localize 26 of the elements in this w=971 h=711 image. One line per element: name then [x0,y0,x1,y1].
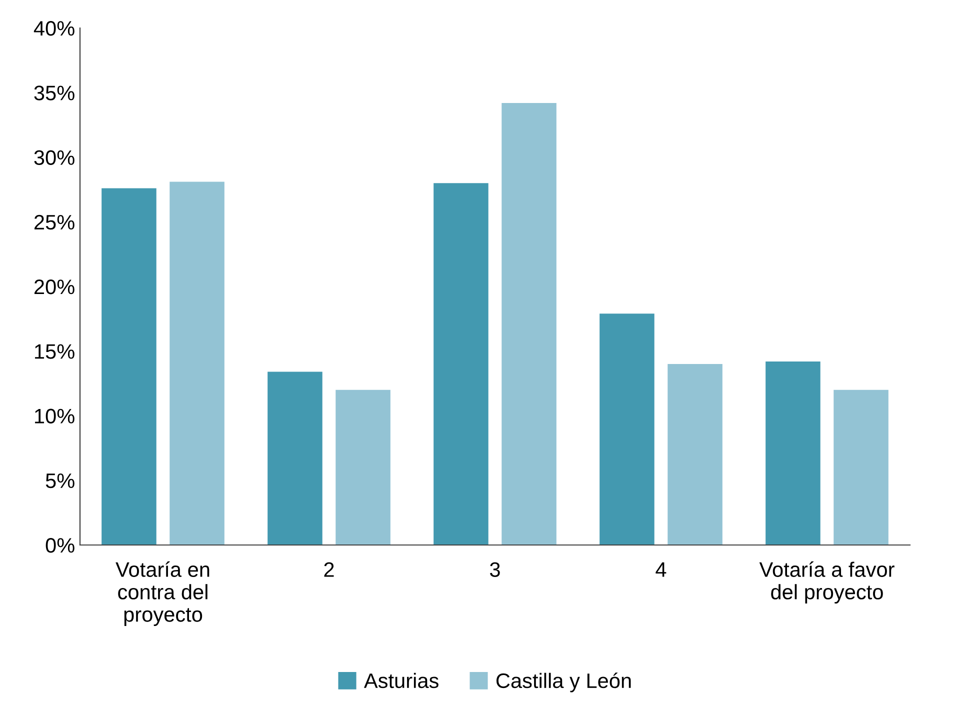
bar [336,390,390,545]
x-tick-label: 3 [490,562,500,577]
bar [600,314,654,545]
y-tick-label: 25% [34,214,74,230]
y-tick-label: 10% [35,408,74,424]
bar [834,390,888,545]
y-tick-label: 35% [34,86,74,100]
y-tick-label: 15% [35,344,74,359]
y-tick-label: 30% [34,150,74,166]
bar [434,183,488,545]
legend-label: Asturias [364,672,438,688]
bar [170,182,224,545]
bar [102,188,156,545]
x-tick-label: Votaría en contra del proyecto [116,561,210,626]
bar [502,102,556,545]
legend-label: Castilla y León [496,672,631,692]
y-tick-label: 5% [46,473,74,488]
y-tick-label: 40% [34,21,74,36]
x-tick-label: 4 [656,562,666,577]
bar [766,361,820,545]
x-tick-label: Votaría a favor del proyecto [759,561,894,604]
y-tick-label: 20% [34,280,74,294]
x-tick-label: 2 [324,562,334,577]
y-tick-label: 0% [46,538,74,553]
bar [268,372,322,545]
bar [668,364,722,545]
